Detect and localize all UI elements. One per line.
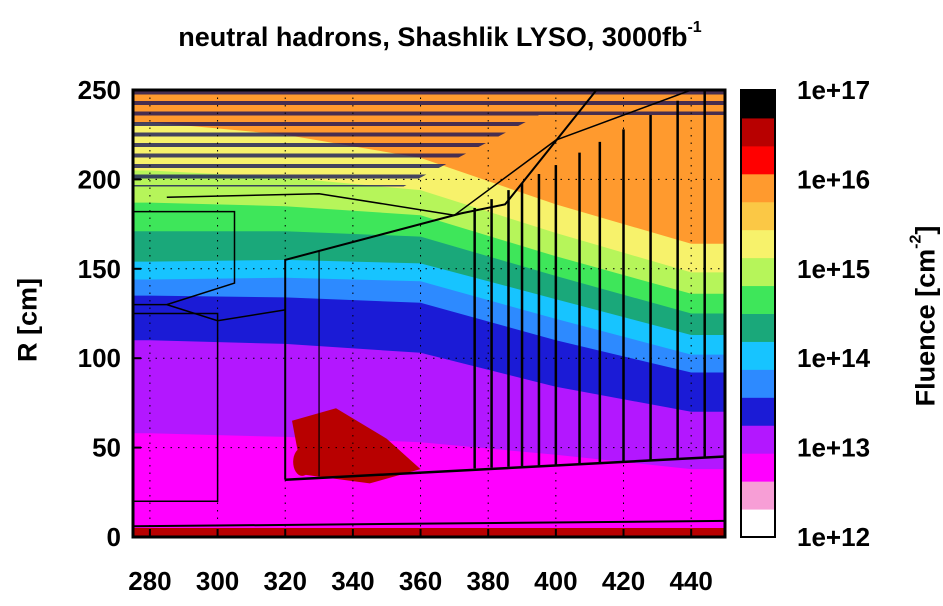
- colorbar-swatch-4: [741, 397, 775, 426]
- y-tick-label-4: 200: [78, 164, 121, 194]
- hotspot-red: [293, 447, 312, 476]
- y-tick-label-0: 0: [107, 522, 121, 552]
- y-tick-label-3: 150: [78, 254, 121, 284]
- colorbar-swatch-13: [741, 145, 775, 175]
- colorbar-swatch-14: [741, 117, 775, 147]
- beamline-strip: [133, 528, 725, 537]
- x-tick-label-6: 400: [534, 566, 577, 596]
- colorbar-tick-label-2: 1e+15: [797, 254, 870, 284]
- lower-block: [133, 312, 219, 502]
- beam-pipe: [133, 519, 725, 528]
- y-tick-label-1: 50: [92, 433, 121, 463]
- colorbar-frame: [740, 89, 776, 538]
- colorbar-swatch-15: [741, 90, 775, 119]
- x-tick-label-0: 280: [128, 566, 171, 596]
- colorbar-swatch-8: [741, 285, 775, 314]
- colorbar-swatch-12: [741, 173, 775, 203]
- x-tick-label-1: 300: [196, 566, 239, 596]
- detector-structure: [133, 90, 725, 528]
- hotspots: [133, 408, 725, 537]
- hotspot-orange: [292, 408, 421, 484]
- fluence-band-10: [133, 433, 725, 537]
- chart-title-superscript: -1: [687, 19, 702, 36]
- x-tick-label-7: 420: [602, 566, 645, 596]
- colorbar-swatch-7: [741, 313, 775, 342]
- colorbar-tick-label-3: 1e+14: [797, 343, 871, 373]
- colorbar-swatch-9: [741, 257, 775, 287]
- colorbar-tick-label-1: 1e+16: [797, 164, 870, 194]
- axes: 280 300 320 340 360 380 400 420 440 0 50 100 150 200 2…: [78, 75, 713, 596]
- plot-frame: [131, 88, 727, 539]
- upper-slope: [453, 90, 692, 216]
- colorbar-swatch-2: [741, 453, 775, 482]
- colorbar-swatch-3: [741, 425, 775, 454]
- colorbar-tick-label-0: 1e+17: [797, 75, 870, 105]
- calorimeter-bottom: [285, 455, 725, 482]
- x-tick-label-5: 380: [467, 566, 510, 596]
- chart-title: neutral hadrons, Shashlik LYSO, 3000fb-1: [120, 19, 760, 53]
- y-tick-label-2: 100: [78, 343, 121, 373]
- colorbar-swatch-10: [741, 229, 775, 259]
- x-tick-label-8: 440: [669, 566, 712, 596]
- x-tick-label-3: 340: [331, 566, 374, 596]
- colorbar-swatch-5: [741, 369, 775, 398]
- colorbar-tick-label-4: 1e+13: [797, 433, 870, 463]
- plot-area: [133, 90, 725, 537]
- colorbar-swatch-1: [741, 481, 775, 510]
- chart-title-text: neutral hadrons, Shashlik LYSO, 3000fb: [178, 22, 688, 52]
- inner-block: [133, 210, 236, 306]
- x-tick-label-2: 320: [264, 566, 307, 596]
- x-tick-label-4: 360: [399, 566, 442, 596]
- colorbar-swatch-11: [741, 201, 775, 231]
- grid: [133, 90, 725, 537]
- colorbar-swatch-6: [741, 341, 775, 370]
- colorbar-tick-label-5: 1e+12: [797, 522, 870, 552]
- calorimeter-outline: [284, 90, 598, 480]
- colorbar-swatch-0: [741, 509, 775, 538]
- y-tick-label-5: 250: [78, 75, 121, 105]
- fluence-bands: [133, 90, 725, 537]
- colorbar: 1e+17 1e+16 1e+15 1e+14 1e+13 1e+12: [740, 75, 871, 552]
